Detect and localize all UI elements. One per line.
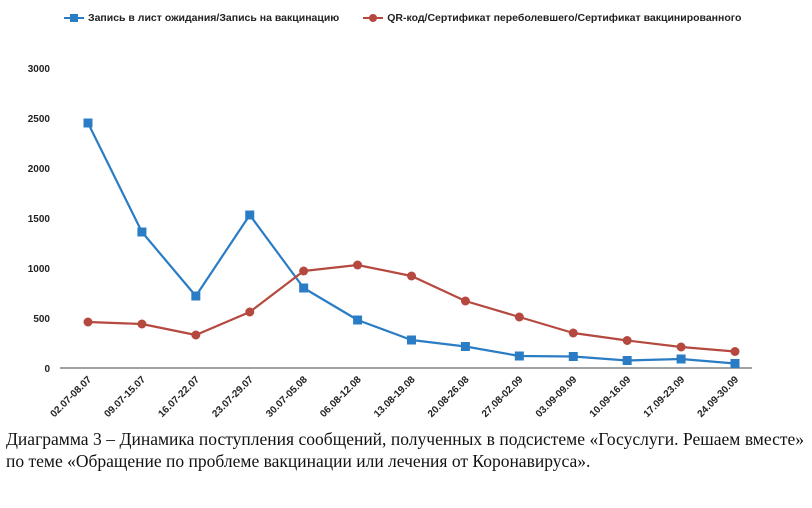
legend-swatch-series1 — [64, 13, 84, 23]
y-tick-label: 2000 — [28, 164, 51, 175]
series2-point — [407, 271, 416, 281]
x-tick-label: 13.08-19.08 — [372, 374, 418, 420]
legend-swatch-series2 — [363, 13, 384, 23]
series1-point — [299, 283, 309, 293]
series1-point — [568, 352, 578, 361]
legend-label-series2: QR-код/Сертификат переболевшего/Сертифик… — [387, 12, 742, 24]
series2-point — [622, 336, 632, 345]
x-tick-label: 30.07-05.08 — [264, 374, 310, 420]
y-tick-label: 3000 — [28, 64, 51, 75]
x-tick-label: 06.08-12.08 — [318, 374, 364, 420]
series1-point — [676, 354, 686, 364]
y-tick-label: 0 — [44, 364, 50, 375]
series1-point — [514, 351, 524, 361]
x-tick-label: 23.07-29.07 — [210, 374, 256, 420]
series2-point — [460, 296, 470, 306]
x-tick-label: 17.09-23.09 — [642, 374, 688, 420]
series1-point — [622, 356, 632, 365]
y-tick-label: 1500 — [28, 214, 51, 225]
line-chart: 0 500 1000 1500 2000 2500 3000 02.07-08.07 09.07… — [28, 64, 752, 420]
series2-point — [514, 312, 524, 322]
series1-point — [460, 342, 470, 351]
x-tick-label: 20.08-26.08 — [426, 374, 472, 420]
series1-point — [191, 291, 201, 301]
chart-legend: Запись в лист ожидания/Запись на вакцина… — [64, 12, 741, 24]
series1-point — [245, 210, 255, 220]
x-tick-label: 10.09-16.09 — [588, 374, 634, 420]
y-tick-label: 2500 — [28, 114, 51, 125]
series1-point — [83, 118, 93, 128]
figure-caption: Диаграмма 3 – Динамика поступления сообщ… — [6, 428, 804, 472]
x-tick-label: 03.09-09.09 — [534, 374, 580, 420]
series2-point — [137, 319, 147, 329]
x-tick-label: 09.07-15.07 — [103, 374, 149, 420]
series2-point — [730, 347, 740, 356]
caption-text: Диаграмма 3 – Динамика поступления сообщ… — [6, 429, 804, 471]
x-tick-label: 02.07-08.07 — [49, 374, 95, 420]
legend-label-series1: Запись в лист ожидания/Запись на вакцина… — [88, 12, 340, 24]
series-line-1 — [87, 122, 736, 365]
series2-point — [191, 330, 201, 340]
x-tick-label: 16.07-22.07 — [156, 374, 202, 420]
legend-item-series1: Запись в лист ожидания/Запись на вакцина… — [64, 12, 339, 24]
series2-point — [568, 328, 578, 338]
series1-point — [137, 227, 147, 237]
series2-point — [245, 307, 255, 317]
x-tick-label: 24.09-30.09 — [696, 374, 742, 420]
series1-point — [407, 335, 416, 345]
series2-point — [353, 260, 363, 270]
series1-point — [353, 315, 363, 325]
series1-point — [730, 359, 740, 368]
series2-point — [676, 342, 686, 352]
series2-point — [299, 266, 309, 276]
y-tick-label: 1000 — [28, 264, 51, 275]
series2-point — [83, 317, 93, 327]
y-tick-label: 500 — [33, 314, 50, 325]
x-tick-label: 27.08-02.09 — [480, 374, 526, 420]
legend-item-series2: QR-код/Сертификат переболевшего/Сертифик… — [363, 12, 741, 24]
